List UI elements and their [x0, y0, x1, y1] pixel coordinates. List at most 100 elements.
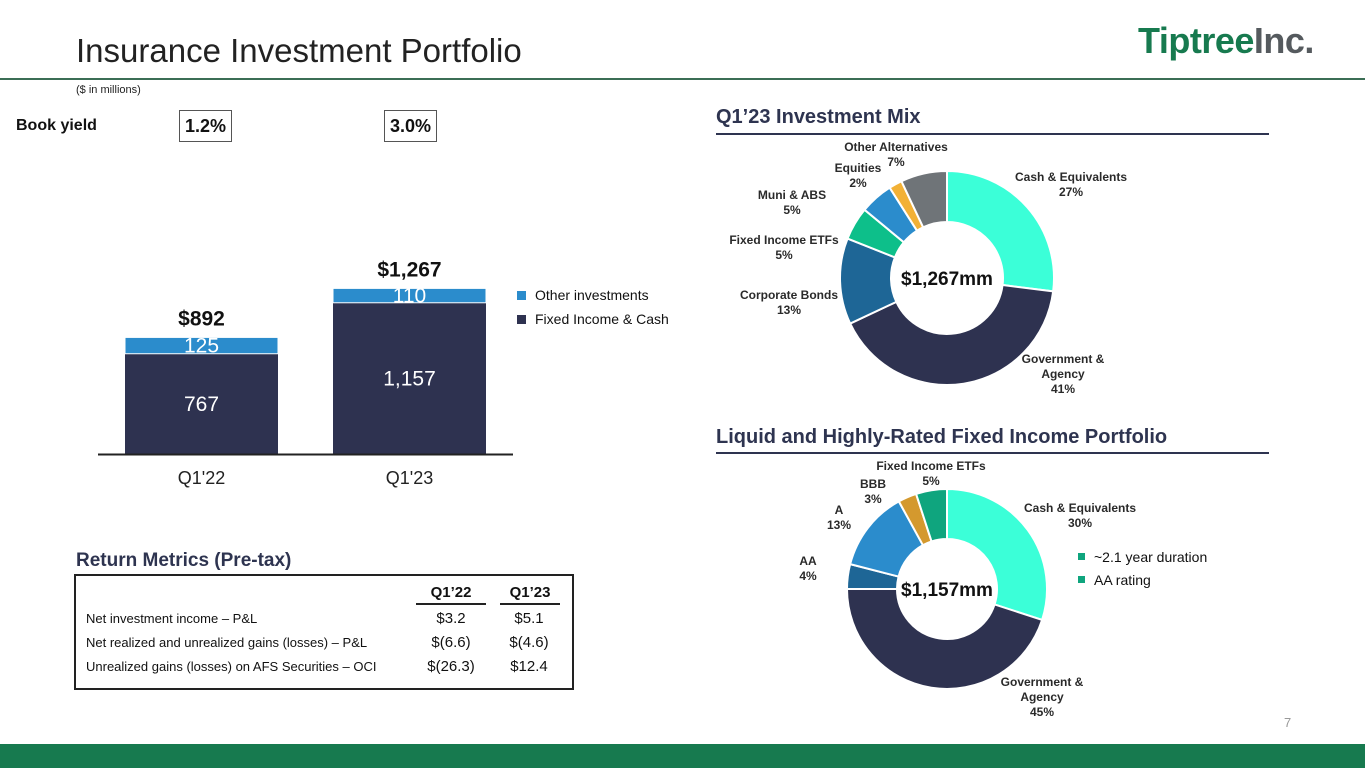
logo-part-1: Tiptree: [1138, 20, 1254, 61]
return-metrics-title: Return Metrics (Pre-tax): [76, 550, 292, 571]
slice-label: Fixed Income ETFs: [729, 233, 839, 247]
slice-label: A: [835, 503, 844, 517]
bar-other-investments: [124, 336, 279, 355]
fixed-income-rule: [716, 452, 1269, 454]
bar-data-label: 1,157: [383, 367, 436, 390]
stacked-bar-chart: 767 125 $892 Q1'22 1,157 110 $1,267 Q1'23: [98, 258, 513, 488]
donut-slice: [848, 283, 1055, 387]
note-text: ~2.1 year duration: [1094, 548, 1208, 565]
row-label: Unrealized gains (losses) on AFS Securit…: [86, 658, 377, 674]
bar-legend: Other investments Fixed Income & Cash: [517, 283, 669, 331]
book-yield-q122: 1.2%: [179, 110, 233, 142]
row-value: $(6.6): [431, 633, 471, 651]
company-logo: TiptreeInc.: [1138, 20, 1314, 62]
slice-label: AA: [799, 554, 817, 568]
page-number: 7: [1284, 715, 1292, 730]
slice-label: 13%: [827, 518, 851, 532]
bar-data-label: 110: [393, 285, 426, 308]
slice-label: 41%: [1051, 382, 1075, 396]
note-bullet: [1078, 576, 1085, 583]
column-header: Q1’22: [412, 582, 490, 606]
x-tick-label: Q1'22: [178, 468, 225, 488]
slice-label: 30%: [1068, 516, 1092, 530]
slice-label: Government &: [1001, 675, 1084, 689]
column-header-text: Q1’23: [500, 584, 560, 605]
book-yield-q123: 3.0%: [384, 110, 438, 142]
book-yield-label: Book yield: [16, 117, 97, 134]
slice-label: Corporate Bonds: [740, 288, 838, 302]
note-rating: AA rating: [1078, 568, 1207, 591]
donut-center-label: $1,267mm: [901, 269, 993, 290]
slice-label: Muni & ABS: [758, 188, 826, 202]
slice-label: 5%: [775, 248, 793, 262]
row-value: $5.1: [514, 609, 544, 627]
column-header: Q1’23: [490, 582, 568, 606]
fixed-income-notes: ~2.1 year duration AA rating: [1078, 545, 1207, 591]
header-blank: [86, 582, 412, 606]
slice-label: Other Alternatives: [844, 140, 948, 154]
table-header-row: Q1’22 Q1’23: [86, 582, 568, 606]
table-row: Net investment income – P&L $3.2 $5.1: [86, 606, 568, 630]
legend-swatch: [517, 314, 526, 324]
fixed-income-title: Liquid and Highly-Rated Fixed Income Por…: [716, 426, 1168, 448]
slice-label: 2%: [849, 176, 867, 190]
bar-total-label: $1,267: [377, 258, 441, 281]
header-divider: [0, 78, 1365, 80]
slice-label: Cash & Equivalents: [1024, 501, 1136, 515]
slice-label: Equities: [835, 161, 882, 175]
slice-label: 4%: [799, 569, 817, 583]
slice-label: 45%: [1030, 705, 1054, 719]
row-value: $(26.3): [427, 657, 475, 675]
legend-label: Fixed Income & Cash: [535, 311, 669, 327]
donut-slice: [845, 588, 1044, 691]
bar-total-label: $892: [178, 307, 225, 330]
slice-label: 7%: [887, 155, 905, 169]
legend-swatch: [517, 290, 526, 300]
bar-fixed-income-cash: [125, 353, 278, 454]
legend-other-investments: Other investments: [517, 283, 669, 307]
slice-label: Fixed Income ETFs: [876, 459, 986, 473]
slice-label: 3%: [864, 492, 882, 506]
units-note: ($ in millions): [76, 84, 141, 96]
row-value: $3.2: [436, 609, 466, 627]
table-row: Unrealized gains (losses) on AFS Securit…: [86, 654, 568, 678]
note-bullet: [1078, 553, 1085, 560]
slice-label: Agency: [1020, 690, 1064, 704]
bar-other-investments: [332, 287, 487, 304]
row-label: Net investment income – P&L: [86, 610, 258, 626]
donut-slice: [946, 169, 1055, 293]
slice-label: 13%: [777, 303, 801, 317]
slice-label: 5%: [783, 203, 801, 217]
note-text: AA rating: [1094, 571, 1151, 588]
column-header-text: Q1’22: [416, 584, 486, 605]
slice-label: 27%: [1059, 185, 1083, 199]
row-label: Net realized and unrealized gains (losse…: [86, 634, 368, 650]
page-title: Insurance Investment Portfolio: [76, 32, 522, 69]
bar-fixed-income-cash: [333, 302, 486, 454]
table-row: Net realized and unrealized gains (losse…: [86, 630, 568, 654]
investment-mix-title: Q1’23 Investment Mix: [716, 106, 921, 128]
row-value: $12.4: [510, 657, 548, 675]
bar-data-label: 125: [184, 335, 219, 358]
bar-data-label: 767: [184, 393, 219, 416]
slice-label: 5%: [922, 474, 940, 488]
note-duration: ~2.1 year duration: [1078, 545, 1207, 568]
investment-mix-rule: [716, 133, 1269, 135]
donut-slice: [914, 487, 948, 543]
donut-center-label: $1,157mm: [901, 580, 993, 601]
donut-slice: [946, 487, 1048, 622]
donut-slice: [900, 169, 948, 229]
row-value: $(4.6): [509, 633, 549, 651]
slice-label: Cash & Equivalents: [1015, 170, 1127, 184]
legend-label: Other investments: [535, 287, 649, 303]
logo-part-2: Inc.: [1253, 20, 1315, 61]
slice-label: Agency: [1041, 367, 1085, 381]
slice-label: BBB: [860, 477, 886, 491]
slice-label: Government &: [1022, 352, 1105, 366]
legend-fixed-income-cash: Fixed Income & Cash: [517, 307, 669, 331]
footer-band: [0, 744, 1365, 768]
return-metrics-table: Q1’22 Q1’23 Net investment income – P&L …: [86, 582, 568, 678]
return-metrics-box: Q1’22 Q1’23 Net investment income – P&L …: [74, 574, 574, 690]
